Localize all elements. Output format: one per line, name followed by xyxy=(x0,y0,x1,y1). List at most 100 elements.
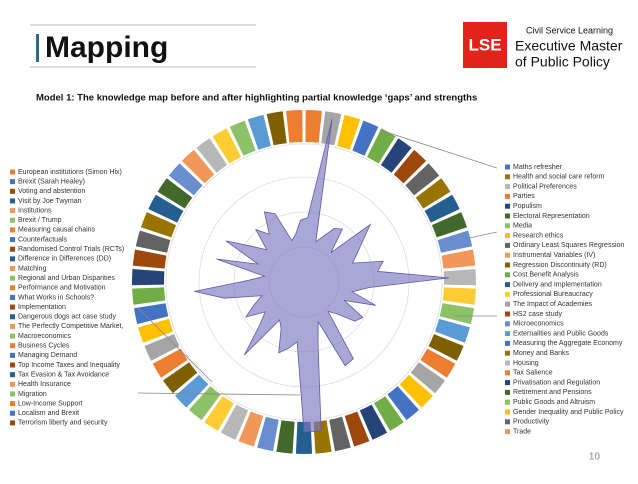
ring-segment xyxy=(352,120,379,156)
ring-segment xyxy=(204,396,234,431)
legend-swatch xyxy=(10,391,15,397)
legend-swatch xyxy=(505,370,510,376)
legend-swatch xyxy=(10,188,15,194)
ring-segment xyxy=(131,269,165,286)
logo-line: of Public Policy xyxy=(515,54,610,70)
subtitle: Model 1: The knowledge map before and af… xyxy=(36,93,477,104)
legend-label: Measuring causal chains xyxy=(18,227,96,234)
ring-segment xyxy=(229,120,256,156)
ring-segment xyxy=(441,249,476,269)
legend-label: Electoral Representation xyxy=(513,213,590,220)
legend-swatch xyxy=(10,420,15,426)
legend-swatch xyxy=(10,343,15,349)
ring-segment xyxy=(428,334,464,361)
ring-segment xyxy=(305,110,322,143)
legend-swatch xyxy=(10,208,15,214)
legend-label: Money and Banks xyxy=(513,350,570,357)
legend-swatch xyxy=(10,237,15,243)
legend-swatch xyxy=(10,179,15,185)
legend-swatch xyxy=(505,213,510,219)
ring-segment xyxy=(399,374,433,408)
legend-label: Public Goods and Altruism xyxy=(513,399,595,406)
ring-segment xyxy=(374,396,404,431)
ring-segment xyxy=(132,249,167,269)
legend-swatch xyxy=(505,272,510,278)
legend-swatch xyxy=(10,246,15,252)
legend-label: Retirement and Pensions xyxy=(513,389,592,396)
legend-label: Counterfactuals xyxy=(18,236,68,243)
ring-segment xyxy=(329,416,351,452)
ring-segment xyxy=(424,194,460,223)
legend-swatch xyxy=(10,372,15,378)
legend-swatch xyxy=(10,401,15,407)
legend-label: Media xyxy=(513,223,532,230)
legend-swatch xyxy=(505,311,510,317)
legend-label: Managing Demand xyxy=(18,352,77,359)
connector xyxy=(379,129,498,169)
legend-label: Ordinary Least Squares Regression xyxy=(513,242,624,249)
legend-label: Microeconomics xyxy=(513,321,564,328)
ring-segment xyxy=(286,110,303,143)
ring-segment xyxy=(387,386,419,421)
legend-swatch xyxy=(505,301,510,307)
legend-swatch xyxy=(505,242,510,248)
legend-label: Trade xyxy=(513,428,531,435)
ring-segment xyxy=(344,411,370,447)
legend-label: The Perfectly Competitive Market, xyxy=(18,323,123,330)
legend-swatch xyxy=(10,323,15,329)
legend-swatch xyxy=(10,294,15,300)
legend-label: Political Preferences xyxy=(513,183,577,190)
legend-swatch xyxy=(10,381,15,387)
legend-label: Regression Discontinuity (RD) xyxy=(513,262,607,269)
legend-swatch xyxy=(10,304,15,310)
legend-label: Privatisation and Regulation xyxy=(513,379,600,386)
ring-segment xyxy=(439,303,474,325)
ring-segment xyxy=(196,138,228,173)
ring-segment xyxy=(168,163,203,196)
legend-swatch xyxy=(505,429,510,435)
legend-swatch xyxy=(505,331,510,337)
legend-swatch xyxy=(10,333,15,339)
legend-swatch xyxy=(505,321,510,327)
legend-label: Health and social care reform xyxy=(513,174,605,181)
legend-swatch xyxy=(505,282,510,288)
legend-swatch xyxy=(505,360,510,366)
ring-segment xyxy=(415,178,451,209)
ring-segment xyxy=(135,230,171,253)
legend-label: Housing xyxy=(513,360,539,367)
legend-label: Difference in Differences (DD) xyxy=(18,256,111,263)
legend-label: Institutions xyxy=(18,207,52,214)
legend-label: Regional and Urban Disparities xyxy=(18,275,115,282)
logo-line: Executive Master xyxy=(515,38,623,54)
legend-swatch xyxy=(10,266,15,271)
legend-label: Delivery and Implementation xyxy=(513,281,602,288)
legend-swatch xyxy=(505,233,510,239)
legend-swatch xyxy=(10,314,15,320)
legend-swatch xyxy=(505,174,510,180)
page-number: 10 xyxy=(589,452,601,463)
legend-label: Voting and abstention xyxy=(18,188,85,195)
legend-label: Randomised Control Trials (RCTs) xyxy=(18,246,124,253)
legend-swatch xyxy=(505,419,510,425)
ring-segment xyxy=(157,178,193,209)
legend-swatch xyxy=(505,409,510,415)
ring-segment xyxy=(141,212,177,238)
ring-segment xyxy=(435,318,470,343)
legend-label: Maths refresher xyxy=(513,164,563,171)
legend-label: Tax Salience xyxy=(513,370,553,377)
legend-label: Top Income Taxes and Inequality xyxy=(18,362,120,369)
ring-segment xyxy=(437,230,473,253)
legend-swatch xyxy=(10,285,15,291)
legend-label: Tax Evasion & Tax Avoidance xyxy=(18,371,109,378)
legend-swatch xyxy=(10,362,15,368)
ring-segment xyxy=(367,128,396,164)
ring-segment xyxy=(431,212,467,238)
legend-swatch xyxy=(505,350,510,356)
legend-swatch xyxy=(10,227,15,233)
legend-swatch xyxy=(505,184,510,190)
title: Mapping xyxy=(45,31,168,64)
legend-swatch xyxy=(10,352,15,358)
legend-swatch xyxy=(505,389,510,395)
ring-segment xyxy=(393,149,427,184)
